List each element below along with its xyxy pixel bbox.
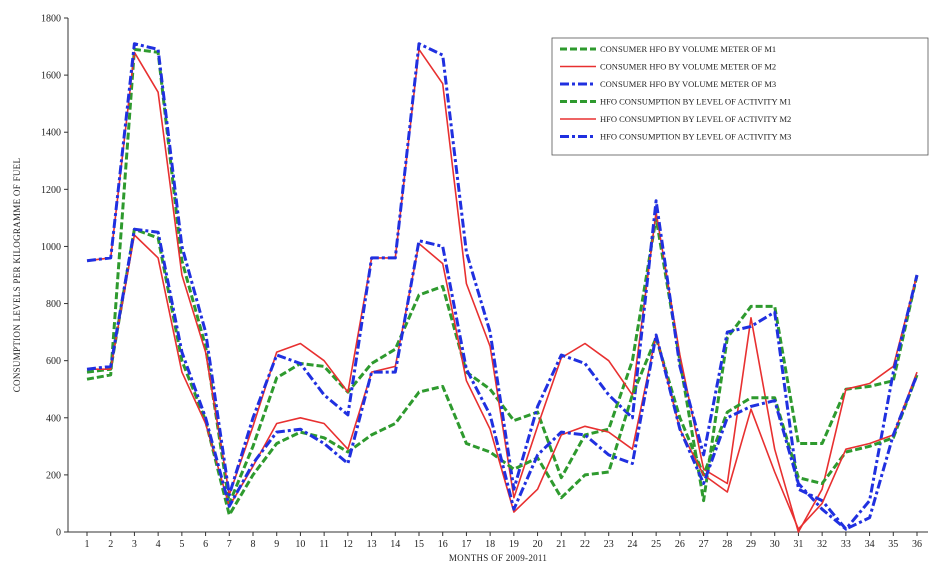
x-tick-label: 21	[556, 539, 566, 550]
y-tick-label: 800	[46, 299, 61, 310]
x-tick-label: 3	[132, 539, 137, 550]
x-tick-label: 22	[580, 539, 590, 550]
x-tick-label: 31	[793, 539, 803, 550]
legend: CONSUMER HFO BY VOLUME METER OF M1 CONSUM…	[551, 37, 929, 156]
x-tick-label: 18	[485, 539, 495, 550]
y-tick-label: 200	[46, 470, 61, 481]
plot-frame	[67, 18, 928, 533]
x-tick-label: 16	[438, 539, 448, 550]
x-tick-label: 29	[746, 539, 756, 550]
x-tick-label: 30	[770, 539, 780, 550]
legend-label-4: HFO CONSUMPTION BY LEVEL OF ACTIVITY M1	[600, 97, 791, 107]
x-tick-label: 27	[699, 539, 709, 550]
x-tick-label: 24	[627, 539, 637, 550]
x-axis: 1 2 3 4 5 6 7 8 9 10 11 12 13 14 15 16 17 18 19 20 21 22 23 24 2…	[85, 532, 922, 550]
x-tick-label: 28	[722, 539, 732, 550]
x-tick-label: 15	[414, 539, 424, 550]
legend-label-6: HFO CONSUMPTION BY LEVEL OF ACTIVITY M3	[600, 132, 791, 142]
x-axis-title: MONTHS OF 2009-2011	[449, 553, 547, 563]
x-tick-label: 11	[319, 539, 329, 550]
x-tick-label: 33	[841, 539, 851, 550]
y-axis: 0 200 400 600 800 1000 1200 1400 1600 1800	[41, 14, 68, 539]
series-layer	[86, 42, 919, 533]
x-tick-label: 6	[203, 539, 208, 550]
y-tick-label: 1400	[41, 128, 61, 139]
x-tick-label: 10	[295, 539, 305, 550]
x-tick-label: 5	[179, 539, 184, 550]
x-tick-label: 1	[85, 539, 90, 550]
y-tick-label: 1200	[41, 185, 61, 196]
x-tick-label: 19	[509, 539, 519, 550]
x-tick-label: 32	[817, 539, 827, 550]
x-tick-label: 8	[251, 539, 256, 550]
x-tick-label: 25	[651, 539, 661, 550]
legend-box	[551, 37, 929, 156]
x-tick-label: 4	[156, 539, 161, 550]
legend-label-3: CONSUMER HFO BY VOLUME METER OF M3	[600, 79, 776, 89]
legend-label-2: CONSUMER HFO BY VOLUME METER OF M2	[600, 62, 776, 72]
x-tick-label: 13	[367, 539, 377, 550]
legend-label-5: HFO CONSUMPTION BY LEVEL OF ACTIVITY M2	[600, 114, 791, 124]
x-tick-label: 35	[888, 539, 898, 550]
x-tick-label: 14	[390, 539, 400, 550]
x-tick-label: 34	[865, 539, 875, 550]
x-tick-label: 23	[604, 539, 614, 550]
x-tick-label: 9	[274, 539, 279, 550]
series-line-3	[86, 42, 919, 531]
x-tick-label: 2	[108, 539, 113, 550]
y-tick-label: 1000	[41, 242, 61, 253]
x-tick-label: 20	[533, 539, 543, 550]
y-tick-label: 0	[56, 528, 61, 539]
x-tick-label: 17	[461, 539, 471, 550]
series-line-6	[86, 227, 919, 531]
y-tick-label: 600	[46, 356, 61, 367]
x-tick-label: 26	[675, 539, 685, 550]
y-axis-title: CONSUMPTION LEVELS PER KILOGRAMME OF FUE…	[12, 158, 22, 393]
legend-label-1: CONSUMER HFO BY VOLUME METER OF M1	[600, 44, 776, 54]
y-tick-label: 1600	[41, 71, 61, 82]
x-tick-label: 7	[227, 539, 232, 550]
x-tick-label: 36	[912, 539, 922, 550]
y-tick-label: 400	[46, 413, 61, 424]
y-tick-label: 1800	[41, 14, 61, 25]
x-tick-label: 12	[343, 539, 353, 550]
